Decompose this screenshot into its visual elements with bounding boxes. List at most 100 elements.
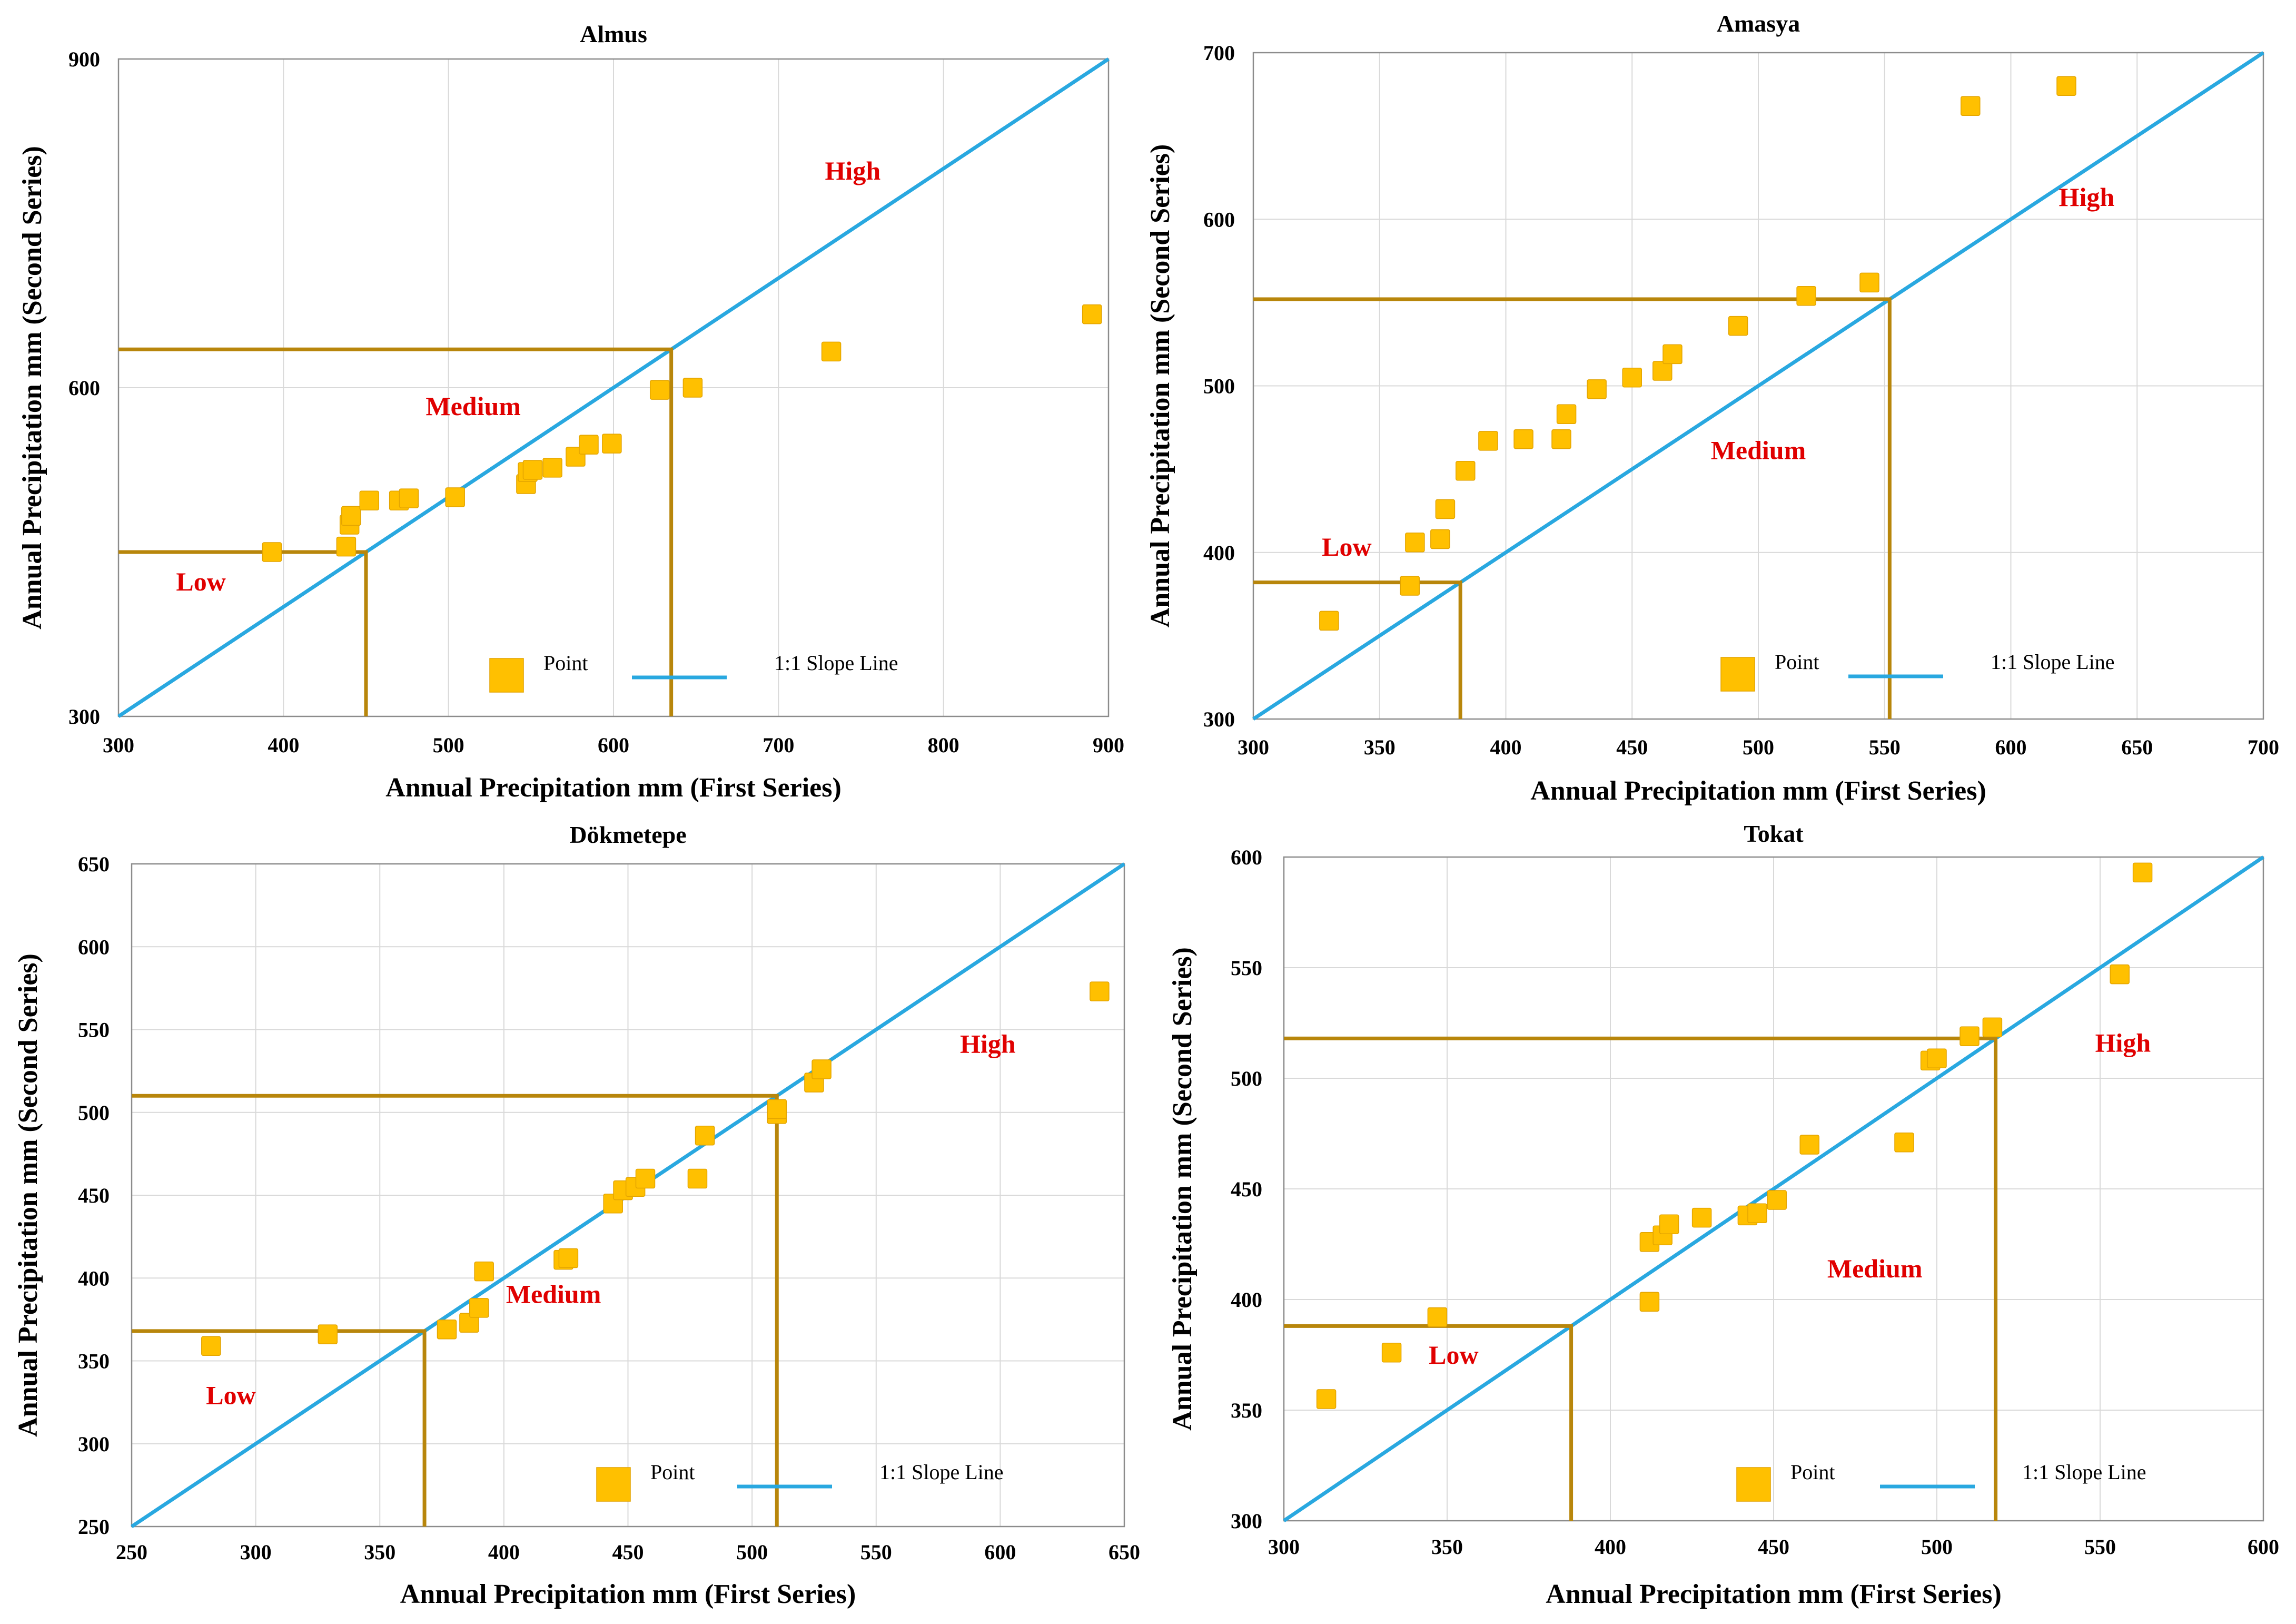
data-point <box>1961 96 1981 116</box>
data-point <box>359 490 380 510</box>
x-tick-label: 700 <box>2248 735 2279 759</box>
y-tick-label: 450 <box>1231 1177 1262 1201</box>
data-point <box>1405 533 1425 553</box>
data-point <box>635 1168 656 1189</box>
data-point <box>1319 611 1339 631</box>
y-axis-label: Annual Precipitation mm (Second Series) <box>1145 144 1175 628</box>
one-to-one-slope-line <box>117 57 1110 718</box>
data-point <box>1796 286 1816 306</box>
data-point <box>318 1324 338 1344</box>
data-point <box>682 378 703 398</box>
y-axis-label: Annual Precipitation mm (Second Series) <box>1167 947 1198 1431</box>
x-tick-label: 400 <box>1595 1535 1626 1559</box>
chart-title: Amasya <box>1717 10 1800 37</box>
x-tick-label: 550 <box>1869 735 1901 759</box>
x-tick-label: 600 <box>598 733 629 757</box>
zone-label-high: High <box>825 156 881 185</box>
data-point <box>2110 964 2130 985</box>
x-tick-label: 400 <box>1490 735 1522 759</box>
zone-label-medium: Medium <box>1827 1254 1923 1283</box>
data-point <box>1478 431 1498 451</box>
zone-label-high: High <box>2059 182 2115 212</box>
data-point <box>1622 367 1642 388</box>
one-to-one-slope-line <box>1252 51 2264 721</box>
data-point <box>1381 1343 1402 1363</box>
y-tick-label: 650 <box>78 852 110 876</box>
y-tick-label: 300 <box>1231 1509 1262 1533</box>
y-tick-label: 350 <box>78 1350 110 1373</box>
data-point <box>1316 1389 1337 1409</box>
legend-point-label: Point <box>650 1460 695 1484</box>
x-tick-label: 450 <box>612 1540 644 1564</box>
y-tick-label: 600 <box>78 935 110 959</box>
x-tick-label: 250 <box>116 1540 147 1564</box>
y-tick-label: 500 <box>78 1101 110 1125</box>
x-axis-label: Annual Precipitation mm (First Series) <box>400 1579 856 1609</box>
data-point <box>445 487 465 507</box>
x-tick-label: 350 <box>364 1540 395 1564</box>
chart-title: Almus <box>580 21 647 47</box>
x-tick-label: 900 <box>1093 733 1124 757</box>
y-tick-label: 450 <box>78 1184 110 1207</box>
data-point <box>649 380 670 400</box>
data-point <box>821 341 842 362</box>
zone-label-low: Low <box>206 1380 255 1410</box>
high-threshold-guide <box>1284 1036 1998 1521</box>
data-point <box>1430 529 1450 549</box>
data-point <box>1894 1133 1914 1153</box>
data-point <box>1513 429 1533 449</box>
x-tick-label: 650 <box>2121 735 2153 759</box>
y-tick-label: 550 <box>1231 956 1262 980</box>
x-tick-label: 800 <box>928 733 959 757</box>
data-point <box>437 1319 457 1340</box>
chart-amasya: Low Medium High 300 350 400 450 500 550 600 650 700… <box>1145 10 2279 806</box>
y-tick-label: 400 <box>1231 1288 1262 1312</box>
zone-label-medium: Medium <box>506 1279 601 1308</box>
legend-point-label: Point <box>543 651 588 675</box>
data-point <box>1082 304 1102 324</box>
data-point <box>767 1099 787 1119</box>
data-point <box>469 1298 489 1318</box>
legend-point-marker <box>489 658 524 693</box>
data-point <box>1799 1135 1819 1155</box>
y-axis-label: Annual Precipitation mm (Second Series) <box>13 953 43 1437</box>
data-point <box>1090 981 1110 1001</box>
y-tick-label: 350 <box>1231 1399 1262 1422</box>
high-threshold-guide <box>118 347 674 716</box>
zone-label-low: Low <box>1322 532 1371 562</box>
data-point <box>687 1168 708 1189</box>
data-point <box>1652 361 1672 381</box>
legend-line-label: 1:1 Slope Line <box>879 1460 1004 1484</box>
low-threshold-guide <box>132 1329 427 1527</box>
x-tick-label: 600 <box>984 1540 1016 1564</box>
data-point <box>2132 862 2153 883</box>
x-tick-label: 300 <box>240 1540 272 1564</box>
data-point <box>1767 1190 1787 1210</box>
data-point <box>1659 1214 1679 1234</box>
y-tick-label: 300 <box>68 705 100 729</box>
data-point <box>201 1336 221 1356</box>
y-tick-label: 600 <box>1231 845 1262 869</box>
x-tick-label: 500 <box>1921 1535 1953 1559</box>
x-tick-label: 550 <box>860 1540 892 1564</box>
x-tick-label: 600 <box>2248 1535 2279 1559</box>
data-point <box>542 458 562 478</box>
x-tick-label: 400 <box>268 733 299 757</box>
data-point <box>602 434 622 454</box>
data-point <box>2056 76 2076 96</box>
y-tick-label: 600 <box>1203 208 1235 231</box>
y-tick-label: 400 <box>78 1266 110 1290</box>
one-to-one-slope-line <box>1283 855 2264 1522</box>
y-tick-label: 500 <box>1231 1067 1262 1090</box>
low-threshold-guide <box>1284 1324 1573 1521</box>
plot-frame <box>117 58 1110 717</box>
zone-label-medium: Medium <box>425 391 521 421</box>
low-threshold-guide <box>118 550 368 716</box>
x-tick-label: 550 <box>2084 1535 2116 1559</box>
y-tick-label: 550 <box>78 1018 110 1042</box>
data-point <box>341 506 361 526</box>
chart-title: Dökmetepe <box>569 821 686 848</box>
legend-line-label: 1:1 Slope Line <box>774 651 898 675</box>
y-tick-label: 250 <box>78 1515 110 1539</box>
y-tick-label: 700 <box>1203 41 1235 65</box>
